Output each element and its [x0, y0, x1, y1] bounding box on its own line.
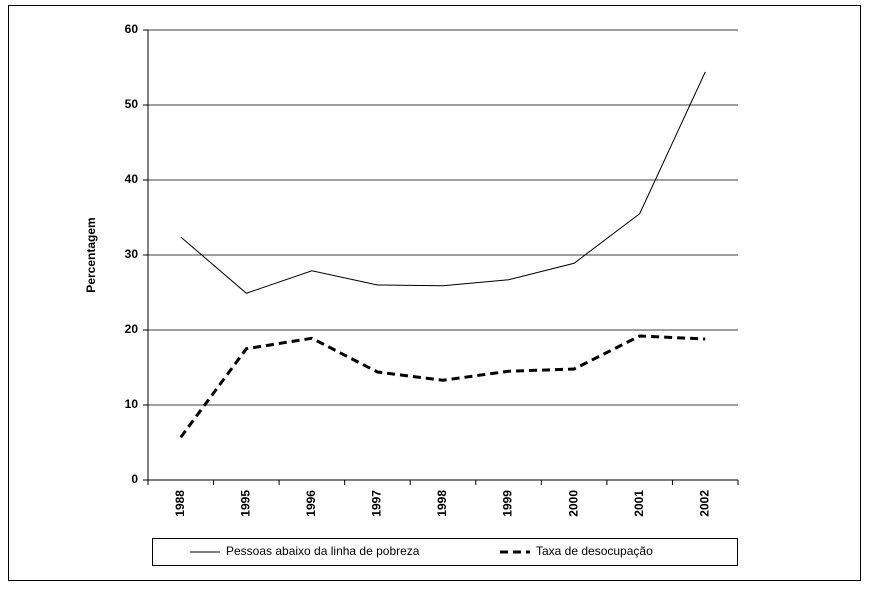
y-tick-label: 0	[131, 472, 138, 486]
frame	[8, 5, 861, 581]
y-tick-label: 40	[125, 172, 139, 186]
x-tick-label: 2001	[632, 490, 646, 517]
y-tick-label: 30	[125, 247, 139, 261]
series-line	[179, 334, 706, 439]
x-tick-label: 1996	[304, 490, 318, 517]
legend-label: Pessoas abaixo da linha de pobreza	[226, 544, 420, 558]
x-tick-label: 1988	[173, 490, 187, 517]
y-axis-label: Percentagem	[84, 217, 98, 292]
y-tick-label: 60	[125, 22, 139, 36]
series-line	[180, 71, 706, 294]
x-tick-label: 2002	[697, 490, 711, 517]
legend: Pessoas abaixo da linha de pobreza Taxa d…	[190, 544, 653, 558]
y-tick-label: 20	[125, 322, 139, 336]
x-tick-label: 1997	[370, 490, 384, 517]
legend-box	[152, 538, 738, 566]
x-tick-label: 1999	[501, 490, 515, 517]
y-tick-label: 50	[125, 97, 139, 111]
x-tick-label: 1995	[239, 490, 253, 517]
x-tick-label: 1998	[435, 490, 449, 517]
x-tick-label: 2000	[566, 490, 580, 517]
legend-label: Taxa de desocupação	[536, 544, 653, 558]
y-tick-label: 10	[125, 397, 139, 411]
